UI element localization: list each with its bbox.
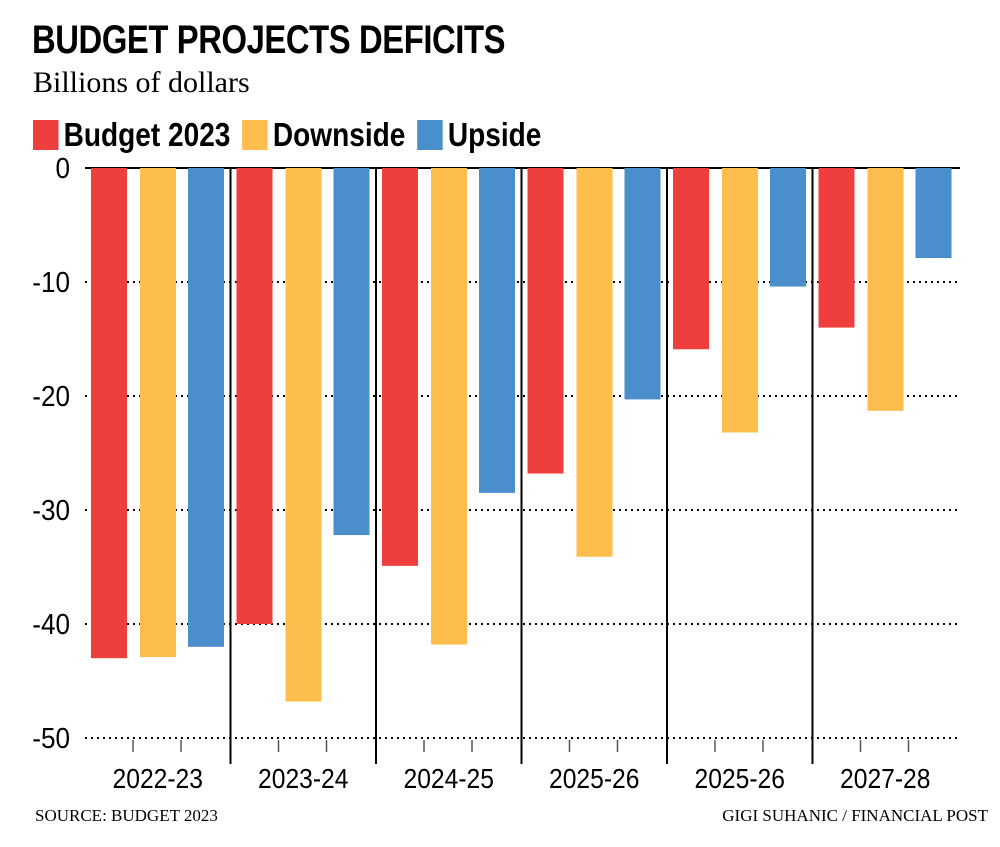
bar-upside xyxy=(479,168,515,493)
bar-budget-2023 xyxy=(236,168,273,624)
chart-title: BUDGET PROJECTS DEFICITS xyxy=(32,18,506,62)
bar-budget-2023 xyxy=(91,168,127,659)
legend-label: Downside xyxy=(272,116,406,153)
bar-upside xyxy=(915,168,952,259)
x-category-label: 2023-24 xyxy=(258,763,348,795)
legend-item-budget: Budget 2023 xyxy=(33,116,230,154)
chart-subtitle: Billions of dollars xyxy=(33,66,250,99)
bar-downside xyxy=(722,168,758,433)
bar-budget-2023 xyxy=(673,168,709,350)
x-category-label: 2025-26 xyxy=(695,763,785,795)
y-tick-label: -40 xyxy=(32,608,70,641)
bar-upside xyxy=(770,168,806,287)
legend-swatch xyxy=(417,120,443,150)
bar-budget-2023 xyxy=(818,168,855,328)
bar-downside xyxy=(867,168,904,411)
legend-swatch xyxy=(33,120,59,150)
bar-downside xyxy=(285,168,322,702)
x-category-label: 2025-26 xyxy=(549,763,639,795)
bar-upside xyxy=(333,168,370,536)
y-tick-label: -20 xyxy=(32,380,70,413)
bar-downside xyxy=(431,168,467,645)
legend-swatch xyxy=(242,120,268,150)
legend: Budget 2023 Downside Upside xyxy=(33,116,553,154)
x-category-label: 2022-23 xyxy=(113,763,203,795)
legend-label: Upside xyxy=(447,116,542,153)
legend-item-upside: Upside xyxy=(417,116,541,154)
legend-label: Budget 2023 xyxy=(63,116,231,153)
source-note: SOURCE: BUDGET 2023 xyxy=(35,806,218,825)
x-category-label: 2027-28 xyxy=(840,763,930,795)
bar-downside xyxy=(576,168,613,557)
y-tick-label: -30 xyxy=(32,494,70,527)
y-tick-label: -50 xyxy=(32,722,70,755)
bar-downside xyxy=(140,168,176,658)
legend-item-downside: Downside xyxy=(242,116,405,154)
y-tick-label: 0 xyxy=(55,152,70,185)
x-category-label: 2024-25 xyxy=(404,763,494,795)
bar-budget-2023 xyxy=(527,168,564,474)
y-tick-label: -10 xyxy=(32,266,70,299)
bar-upside xyxy=(624,168,661,400)
credit-note: GIGI SUHANIC / FINANCIAL POST xyxy=(722,806,988,825)
bar-budget-2023 xyxy=(382,168,418,566)
bar-upside xyxy=(188,168,224,647)
